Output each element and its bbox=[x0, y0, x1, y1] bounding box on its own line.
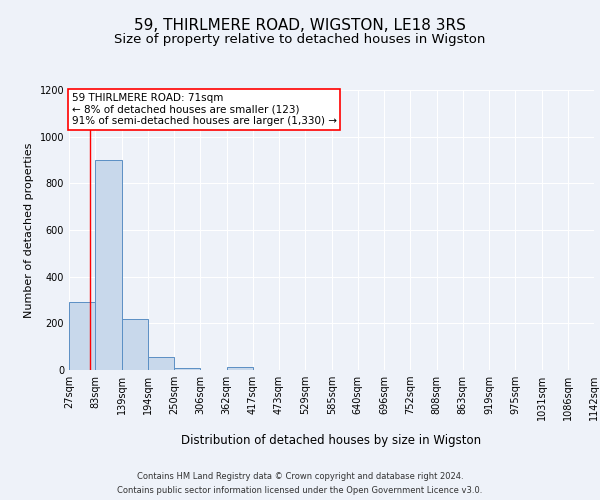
Bar bbox=[69, 302, 95, 370]
Text: 59 THIRLMERE ROAD: 71sqm
← 8% of detached houses are smaller (123)
91% of semi-d: 59 THIRLMERE ROAD: 71sqm ← 8% of detache… bbox=[71, 93, 337, 126]
Text: Contains HM Land Registry data © Crown copyright and database right 2024.: Contains HM Land Registry data © Crown c… bbox=[137, 472, 463, 481]
X-axis label: Distribution of detached houses by size in Wigston: Distribution of detached houses by size … bbox=[181, 434, 482, 447]
Bar bbox=[174, 368, 200, 370]
Text: 59, THIRLMERE ROAD, WIGSTON, LE18 3RS: 59, THIRLMERE ROAD, WIGSTON, LE18 3RS bbox=[134, 18, 466, 32]
Bar bbox=[122, 318, 148, 370]
Bar bbox=[148, 357, 174, 370]
Text: Contains public sector information licensed under the Open Government Licence v3: Contains public sector information licen… bbox=[118, 486, 482, 495]
Y-axis label: Number of detached properties: Number of detached properties bbox=[24, 142, 34, 318]
Text: Size of property relative to detached houses in Wigston: Size of property relative to detached ho… bbox=[115, 32, 485, 46]
Bar bbox=[95, 160, 122, 370]
Bar bbox=[227, 366, 253, 370]
